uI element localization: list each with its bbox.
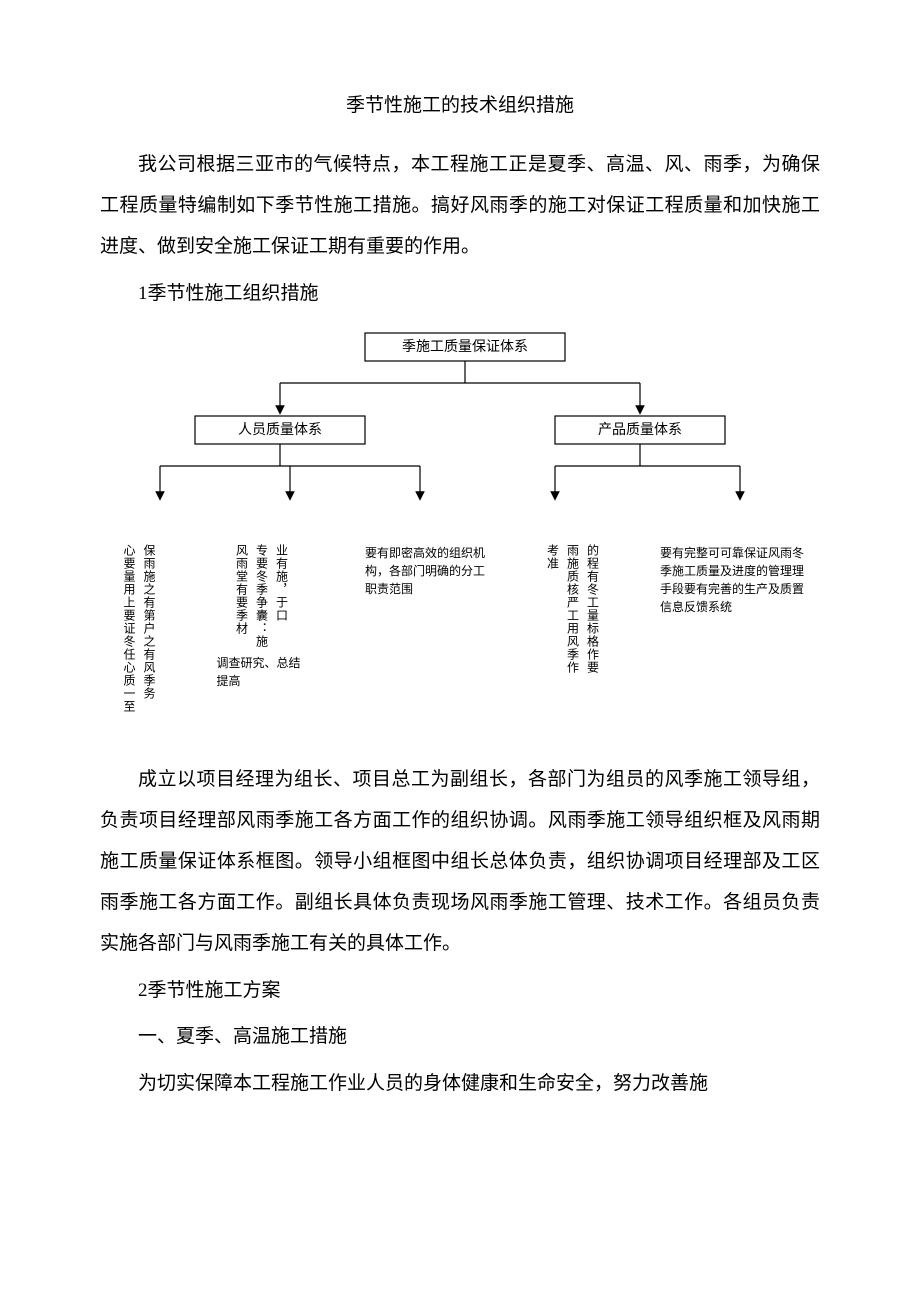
rightbox-text: 产品质量体系	[598, 423, 682, 439]
paragraph-2: 成立以项目经理为组长、项目总工为副组长，各部门为组员的风季施工领导组，负责项目经…	[100, 760, 820, 964]
leaf-2: 风雨堂有要季材 专要冬季争囊：施 业有施，于口 调查研究、总结提高	[217, 544, 307, 744]
leaf-4c: 的程有冬工量标格作要	[584, 544, 602, 744]
leaf-5: 要有完整可可靠保证风雨冬季施工质量及进度的管理理手段要有完善的生产及质置信息反馈…	[660, 544, 810, 744]
leftbox-text: 人员质量体系	[238, 423, 322, 439]
leaf-1a: 心要量用上要证冬任心质一至	[120, 544, 138, 744]
leaf-2b: 专要冬季争囊：施	[253, 544, 271, 654]
paragraph-3: 为切实保障本工程施工作业人员的身体健康和生命安全，努力改善施	[100, 1064, 820, 1105]
leaf-3: 要有即密高效的组织机构，各部门明确的分工职责范围	[365, 544, 485, 744]
org-chart-diagram: 季施工质量保证体系 人员质量体系 产品质量体系	[100, 328, 820, 744]
subsection-1: 一、夏季、高温施工措施	[100, 1017, 820, 1058]
topbox-text: 季施工质量保证体系	[402, 340, 528, 356]
section-1-heading: 1季节性施工组织措施	[100, 274, 820, 315]
leaf-4a: 考准	[544, 544, 562, 604]
leaf-2a: 风雨堂有要季材	[233, 544, 251, 654]
flowchart-svg: 季施工质量保证体系 人员质量体系 产品质量体系	[100, 328, 820, 538]
leaf-2c: 业有施，于口	[273, 544, 291, 654]
paragraph-intro: 我公司根据三亚市的气候特点，本工程施工正是夏季、高温、风、雨季，为确保工程质量特…	[100, 145, 820, 268]
leaf-row: 心要量用上要证冬任心质一至 保雨施之有第户之有风季务 风雨堂有要季材 专要冬季争…	[100, 544, 820, 744]
leaf-2d: 调查研究、总结提高	[217, 654, 307, 690]
section-2-heading: 2季节性施工方案	[100, 971, 820, 1012]
leaf-4b: 雨施质核严工用风季作	[564, 544, 582, 744]
leaf-1: 心要量用上要证冬任心质一至 保雨施之有第户之有风季务	[120, 544, 158, 744]
leaf-4: 考准 雨施质核严工用风季作 的程有冬工量标格作要	[544, 544, 602, 744]
leaf-1b: 保雨施之有第户之有风季务	[140, 544, 158, 744]
document-title: 季节性施工的技术组织措施	[100, 90, 820, 117]
